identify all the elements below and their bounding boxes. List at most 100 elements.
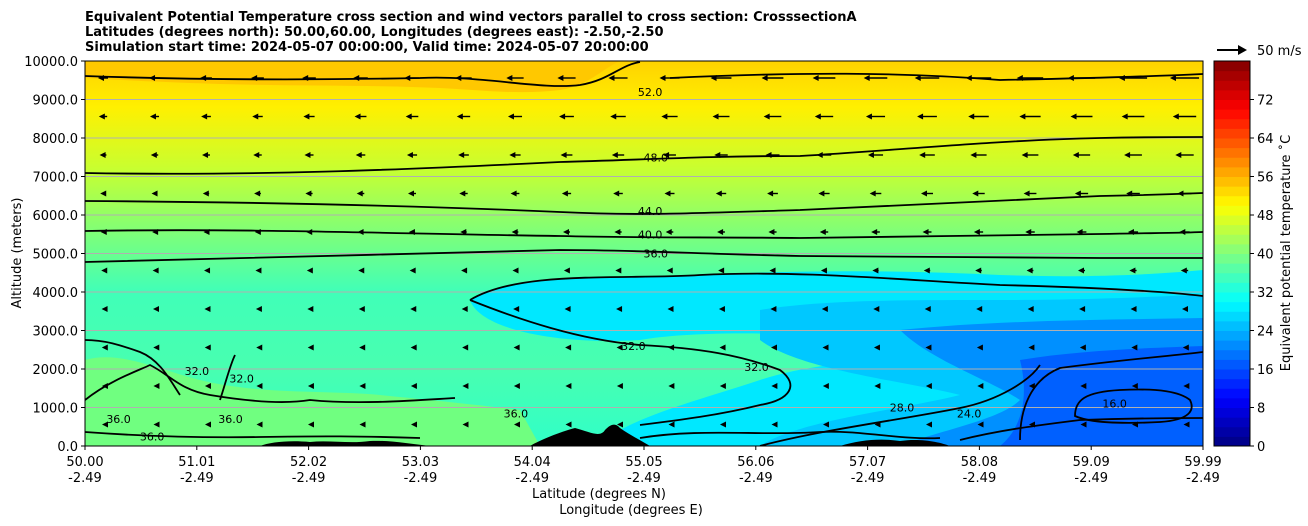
wind-vector (822, 344, 829, 351)
wind-vector (718, 306, 725, 312)
chart-title-line-3: Simulation start time: 2024-05-07 00:00:… (85, 40, 649, 55)
wind-vector (715, 190, 727, 197)
colorbar-segment (1214, 311, 1250, 322)
wind-vector (1028, 383, 1035, 389)
x-tick-label-lat: 50.00 (66, 455, 103, 470)
contour-label: 16.0 (1102, 398, 1127, 411)
contour-label: 28.0 (890, 402, 915, 415)
wind-vector (462, 383, 469, 389)
wind-vector (205, 421, 211, 428)
wind-vector (819, 229, 829, 235)
wind-vector (1131, 383, 1138, 389)
wind-vector (353, 75, 368, 81)
x-tick-label-lon: -2.49 (68, 471, 102, 486)
wind-vector (358, 306, 365, 312)
x-tick-label-lat: 52.02 (290, 455, 327, 470)
wind-vector (410, 383, 417, 389)
wind-vector (408, 190, 416, 197)
wind-vector (100, 229, 107, 235)
chart-title-line-1: Equivalent Potential Temperature cross s… (85, 10, 857, 25)
colorbar-tick-label: 48 (1257, 209, 1274, 224)
wind-vector (925, 344, 932, 351)
wind-vector (616, 306, 623, 312)
wind-vector (1074, 190, 1089, 197)
wind-vector (561, 190, 572, 197)
wind-vector (563, 229, 570, 235)
colorbar-segment (1214, 166, 1250, 177)
contour-label: 36.0 (218, 413, 243, 426)
wind-vector (976, 344, 983, 351)
field-region-top-orange (85, 61, 620, 93)
wind-vector (359, 421, 366, 428)
wind-vector (513, 344, 520, 351)
wind-vector (307, 306, 314, 312)
colorbar-segment (1214, 378, 1250, 389)
colorbar-segment (1214, 224, 1250, 235)
x-tick-label-lon: -2.49 (627, 471, 661, 486)
wind-vector (513, 306, 520, 312)
wind-vector (410, 306, 417, 312)
wind-vector (98, 113, 108, 120)
y-tick-label: 10000.0 (24, 55, 78, 70)
wind-vector (202, 190, 210, 197)
wind-vector (1079, 344, 1086, 351)
contour-36 (85, 249, 1203, 263)
colorbar-segment (1214, 99, 1250, 110)
wind-vector (355, 152, 366, 158)
contour-24 (959, 417, 1203, 441)
wind-vector (771, 344, 778, 351)
wind-vector (1179, 229, 1190, 235)
wind-vector (565, 421, 572, 428)
wind-vector (872, 267, 879, 274)
wind-vector (354, 113, 367, 120)
wind-vector (922, 229, 932, 235)
x-tick-label-lon: -2.49 (963, 471, 997, 486)
wind-vector (1023, 190, 1037, 197)
x-tick-label-lon: -2.49 (292, 471, 326, 486)
wind-vector (462, 421, 469, 428)
x-tick-label-lon: -2.49 (1074, 471, 1108, 486)
x-tick-label-lon: -2.49 (1186, 471, 1220, 486)
wind-vector (814, 113, 834, 120)
wind-vector (874, 383, 881, 389)
wind-vector (977, 383, 984, 389)
x-tick-label-lon: -2.49 (851, 471, 885, 486)
wind-vector (460, 229, 467, 235)
x-tick-label-lat: 56.06 (737, 455, 774, 470)
wind-vector (616, 383, 623, 389)
colorbar-tick-label: 16 (1257, 363, 1274, 378)
wind-vector (1118, 75, 1148, 81)
wind-vector (926, 421, 932, 428)
colorbar-segment (1214, 215, 1250, 226)
wind-vector (873, 344, 880, 351)
contour-label: 36.0 (106, 413, 131, 426)
colorbar-segment (1214, 349, 1250, 360)
wind-vector (1067, 75, 1096, 81)
wind-vector (307, 344, 314, 351)
contour-24b (1019, 351, 1203, 441)
colorbar-segment (1214, 80, 1250, 91)
wind-vector (302, 75, 316, 81)
wind-vector (458, 152, 469, 158)
wind-vector (1026, 267, 1034, 274)
contour-32b (469, 299, 792, 426)
wind-vector (1019, 113, 1041, 120)
contour-44 (85, 192, 1203, 215)
x-tick-label-lon: -2.49 (515, 471, 549, 486)
wind-vector (358, 267, 365, 274)
wind-vector (663, 152, 676, 158)
wind-vector (1027, 306, 1034, 312)
wind-vector (965, 75, 992, 81)
colorbar-segment (1214, 195, 1250, 206)
wind-vector (153, 344, 160, 351)
wind-vector (149, 113, 160, 120)
x-tick-label-lat: 53.03 (402, 455, 439, 470)
wind-vector (920, 190, 934, 197)
wind-vector (1177, 190, 1192, 197)
quiver-key-label: 50 m/s (1257, 44, 1302, 59)
wind-vector (404, 75, 420, 81)
contour-52 (85, 61, 641, 87)
wind-vector (613, 190, 623, 197)
wind-vector (455, 75, 472, 81)
colorbar-segment (1214, 436, 1250, 447)
